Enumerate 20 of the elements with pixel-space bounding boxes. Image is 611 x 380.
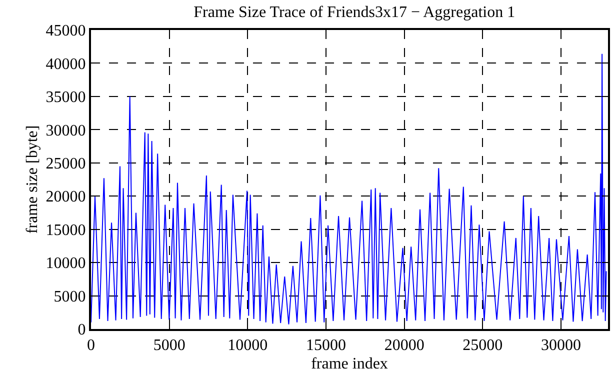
x-tick-label: 15000 [306, 337, 346, 354]
y-tick-label: 25000 [46, 155, 86, 172]
y-tick-label: 35000 [46, 89, 86, 106]
y-tick-label: 15000 [46, 222, 86, 239]
y-tick-label: 45000 [46, 22, 86, 40]
y-tick-label: 30000 [46, 122, 86, 140]
line-series [91, 53, 607, 325]
chart-title: Frame Size Trace of Friends3x17 − Aggregation 1 [194, 4, 516, 21]
y-tick-label: 40000 [46, 56, 86, 73]
y-axis-title: frame size [byte] [24, 125, 42, 234]
x-tick-label: 5000 [153, 337, 186, 354]
x-tick-label: 20000 [384, 337, 424, 354]
x-tick-label: 30000 [541, 337, 581, 354]
y-tick-label: 5000 [54, 288, 86, 306]
y-tick-label: 0 [78, 322, 86, 339]
x-axis-title: frame index [311, 355, 388, 372]
x-tick-label: 10000 [228, 337, 268, 354]
x-tick-label: 25000 [462, 337, 503, 354]
y-tick-label: 20000 [46, 188, 86, 206]
y-tick-label: 10000 [46, 255, 86, 272]
